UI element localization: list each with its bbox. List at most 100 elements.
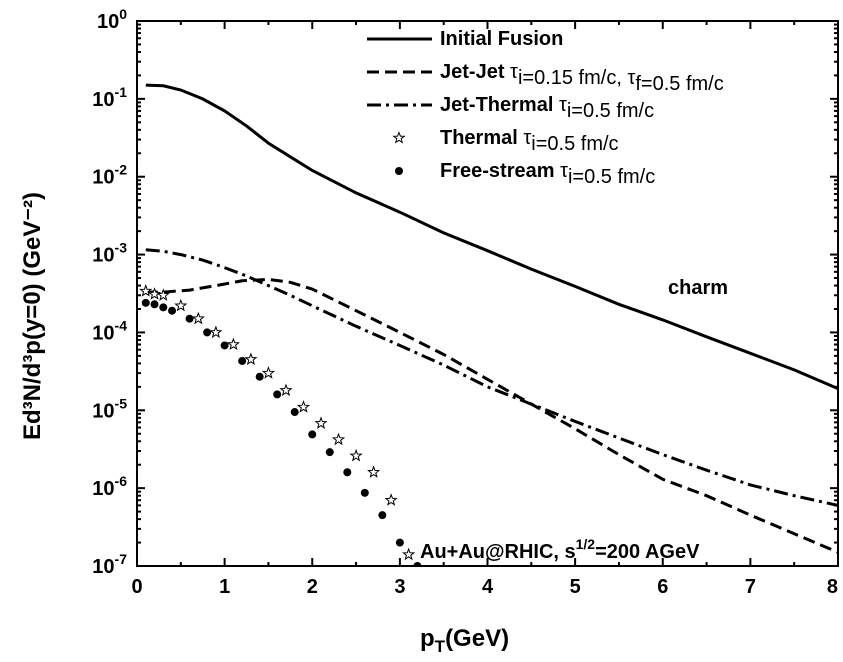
legend-rest-part: =0.5 fm/c — [641, 73, 724, 95]
y-tick-label-exp: -1 — [115, 84, 128, 100]
series-thermal-point — [209, 325, 223, 339]
x-axis-title-tail: (GeV) — [445, 625, 509, 652]
legend-name: Thermal — [440, 127, 523, 149]
y-axis-title: Ed³N/d³p(y=0) (GeV⁻²) — [19, 192, 46, 440]
legend-marker-star — [392, 131, 406, 144]
y-tick-label: 10-7 — [92, 551, 127, 578]
y-tick-label-base: 10 — [92, 167, 114, 189]
series-free-stream-point — [185, 314, 194, 323]
legend-tau-sub: i — [518, 67, 522, 89]
series-free-stream-point — [325, 448, 334, 457]
y-tick-label: 10-5 — [92, 395, 127, 422]
legend-item-jet-thermal: Jet-Thermal τi=0.5 fm/c — [367, 94, 654, 122]
annotation-charm: charm — [668, 277, 728, 299]
legend-tau: τ — [560, 160, 568, 182]
series-free-stream-point — [308, 430, 317, 439]
series-free-stream-point — [255, 372, 264, 381]
series-layer — [139, 83, 838, 566]
legend-name: Free-stream — [440, 160, 560, 182]
series-thermal-point — [367, 465, 381, 478]
y-tick-label: 10-6 — [92, 473, 127, 500]
legend-tau: τ — [627, 67, 635, 89]
legend-rest-part: =0.5 fm/c — [572, 166, 655, 188]
y-tick-label-base: 10 — [97, 11, 119, 33]
y-tick-label: 100 — [97, 6, 127, 33]
y-tick-label-base: 10 — [92, 89, 114, 111]
series-free-stream-point — [141, 298, 150, 307]
legend-label: Thermal τi=0.5 fm/c — [440, 127, 619, 155]
legend-tau-sub: f — [635, 73, 641, 95]
series-free-stream-point — [395, 538, 404, 547]
series-thermal-point — [156, 288, 170, 301]
x-tick-label: 0 — [131, 576, 142, 598]
x-tick-label: 4 — [482, 576, 494, 598]
x-tick-label: 3 — [394, 576, 405, 598]
legend-marker-circle — [395, 167, 403, 175]
y-tick-label-exp: 0 — [119, 6, 127, 22]
legend-rest-part: =0.5 fm/c — [536, 133, 619, 155]
y-tick-label-exp: -2 — [115, 162, 128, 178]
legend: Initial Fusion Jet-Jet τi=0.15 fm/c, τf=… — [367, 28, 724, 188]
series-free-stream-point — [159, 303, 168, 312]
legend-label: Initial Fusion — [440, 28, 563, 50]
series-thermal-point — [384, 493, 398, 506]
y-tick-label-exp: -6 — [115, 473, 128, 489]
series-free-stream-point — [360, 488, 369, 497]
legend-name: Jet-Thermal — [440, 94, 559, 116]
series-thermal-point — [402, 547, 416, 561]
series-free-stream-point — [203, 328, 212, 337]
x-axis-title: pT(GeV) — [420, 625, 509, 656]
legend-name: Jet-Jet — [440, 61, 510, 83]
x-tick-label: 1 — [219, 576, 230, 598]
x-axis-title-sub: T — [435, 637, 446, 656]
y-tick-label-exp: -3 — [115, 240, 128, 256]
x-tick-label: 6 — [657, 576, 668, 598]
series-jet-jet-line — [145, 277, 838, 554]
legend-label: Jet-Jet τi=0.15 fm/c, τf=0.5 fm/c — [440, 61, 724, 95]
y-tick-label: 10-1 — [92, 84, 127, 111]
legend-item-thermal: Thermal τi=0.5 fm/c — [392, 127, 619, 155]
annotation-system-sup: 1/2 — [576, 536, 596, 552]
legend-tau-sub: i — [531, 133, 535, 155]
series-thermal-point — [261, 366, 276, 379]
series-free-stream-point — [220, 341, 229, 350]
series-thermal-point — [296, 400, 311, 413]
series-free-stream-point — [343, 468, 352, 477]
x-tick-label: 5 — [570, 576, 581, 598]
legend-tau: τ — [510, 61, 518, 83]
series-thermal-point — [314, 416, 328, 429]
series-free-stream-point — [290, 408, 299, 417]
legend-item-jet-jet: Jet-Jet τi=0.15 fm/c, τf=0.5 fm/c — [367, 61, 724, 95]
series-thermal-point — [244, 352, 258, 366]
x-tick-label: 8 — [827, 576, 838, 598]
annotation-system-tail: =200 AGeV — [595, 541, 700, 563]
annotation-system: Au+Au@RHIC, s1/2=200 AGeV — [420, 536, 700, 563]
series-thermal-point — [349, 448, 363, 462]
y-tick-label-base: 10 — [92, 556, 114, 578]
legend-rest-part: =0.15 fm/c, — [522, 67, 627, 89]
annotation-system-main: Au+Au@RHIC, s — [420, 541, 576, 563]
y-tick-label-exp: -5 — [115, 395, 128, 411]
legend-label: Free-stream τi=0.5 fm/c — [440, 160, 655, 188]
series-thermal-point — [226, 337, 240, 351]
x-tick-label: 2 — [307, 576, 318, 598]
y-tick-label-exp: -7 — [115, 551, 128, 567]
series-thermal-point — [174, 298, 188, 312]
y-tick-label: 10-4 — [92, 317, 127, 344]
series-free-stream-point — [238, 356, 247, 365]
series-jet-thermal-line — [145, 248, 838, 507]
y-tick-label-base: 10 — [92, 400, 114, 422]
series-thermal-point — [139, 284, 153, 297]
y-tick-label: 10-3 — [92, 240, 127, 267]
legend-tau-sub: i — [567, 100, 571, 122]
legend-tau-sub: i — [568, 166, 572, 188]
x-tick-label: 7 — [745, 576, 756, 598]
series-thermal-point — [331, 432, 346, 446]
x-axis-title-main: p — [420, 625, 435, 652]
y-tick-label-base: 10 — [92, 322, 114, 344]
series-initial-fusion-line — [145, 83, 838, 390]
series-thermal-point — [191, 311, 205, 325]
legend-item-free-stream: Free-stream τi=0.5 fm/c — [395, 160, 655, 188]
legend-tau: τ — [523, 127, 531, 149]
